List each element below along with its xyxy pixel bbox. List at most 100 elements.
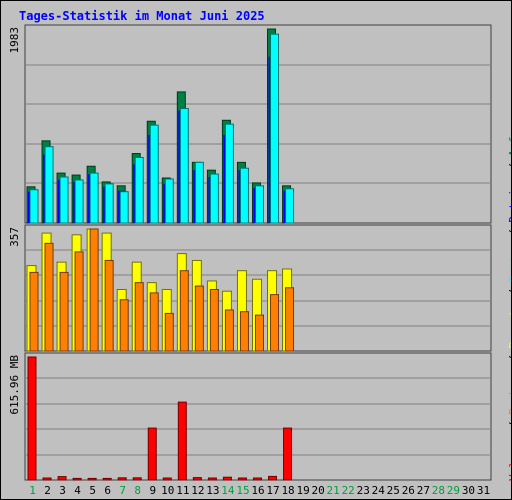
bar-volumen bbox=[283, 427, 293, 481]
bar-rechner bbox=[224, 309, 234, 352]
bar-volumen bbox=[132, 477, 142, 481]
x-tick-label: 17 bbox=[266, 484, 279, 497]
x-tick-label: 26 bbox=[402, 484, 415, 497]
bar-rechner bbox=[59, 271, 69, 352]
bar-volumen bbox=[147, 427, 157, 481]
bar-volumen bbox=[117, 477, 127, 481]
bar-rechner bbox=[149, 292, 159, 352]
x-tick-label: 7 bbox=[119, 484, 126, 497]
x-tick-label: 28 bbox=[432, 484, 445, 497]
legend-item: / bbox=[507, 415, 511, 435]
legend-text: Volumen / Rechner / Besuche / Seiten / D… bbox=[507, 103, 512, 481]
legend-item: / bbox=[507, 156, 511, 176]
x-tick-label: 20 bbox=[312, 484, 325, 497]
legend-item: Seiten bbox=[507, 242, 512, 283]
x-tick-label: 29 bbox=[447, 484, 460, 497]
x-tick-label: 21 bbox=[327, 484, 340, 497]
bar-rechner bbox=[164, 312, 174, 352]
bar-seiten bbox=[44, 146, 54, 224]
x-tick-label: 25 bbox=[387, 484, 400, 497]
bar-rechner bbox=[44, 242, 54, 352]
x-tick-label: 8 bbox=[134, 484, 141, 497]
bar-rechner bbox=[239, 311, 249, 352]
legend-item: / bbox=[507, 282, 511, 302]
bar-volumen bbox=[192, 477, 202, 481]
x-tick-label: 3 bbox=[59, 484, 66, 497]
legend: Volumen / Rechner / Besuche / Seiten / D… bbox=[491, 103, 511, 481]
bar-rechner bbox=[285, 287, 295, 352]
bar-volumen bbox=[27, 356, 37, 481]
bar-seiten bbox=[59, 176, 69, 224]
x-tick-label: 14 bbox=[221, 484, 235, 497]
x-tick-label: 18 bbox=[281, 484, 294, 497]
bar-seiten bbox=[254, 185, 264, 224]
bar-seiten bbox=[285, 188, 295, 224]
bar-rechner bbox=[104, 259, 114, 352]
x-tick-label: 16 bbox=[251, 484, 264, 497]
bar-rechner bbox=[89, 228, 99, 352]
bar-volumen bbox=[252, 477, 262, 481]
bar-volumen bbox=[237, 477, 247, 481]
x-tick-label: 9 bbox=[149, 484, 156, 497]
bar-seiten bbox=[104, 183, 114, 224]
bar-volumen bbox=[162, 477, 172, 481]
x-tick-label: 19 bbox=[296, 484, 309, 497]
x-tick-label: 4 bbox=[74, 484, 81, 497]
panel-3-background bbox=[24, 352, 492, 481]
bar-seiten bbox=[134, 156, 144, 224]
bar-rechner bbox=[209, 288, 219, 352]
x-tick-label: 24 bbox=[372, 484, 386, 497]
bar-seiten bbox=[29, 189, 39, 224]
bar-seiten bbox=[209, 173, 219, 224]
legend-item: Rechner bbox=[507, 368, 512, 415]
bar-seiten bbox=[149, 124, 159, 224]
bar-volumen bbox=[177, 401, 187, 481]
panel-2-max-label: 357 bbox=[8, 227, 21, 247]
bar-volumen bbox=[268, 475, 278, 481]
legend-item: Dateien bbox=[507, 176, 512, 223]
legend-item: / bbox=[507, 223, 511, 243]
x-tick-label: 1 bbox=[29, 484, 36, 497]
legend-item: Anfragen bbox=[507, 103, 512, 157]
x-tick-label: 30 bbox=[462, 484, 475, 497]
bar-rechner bbox=[179, 270, 189, 352]
bar-volumen bbox=[207, 477, 217, 481]
bar-rechner bbox=[134, 282, 144, 352]
x-tick-label: 23 bbox=[357, 484, 370, 497]
bar-rechner bbox=[254, 314, 264, 352]
x-tick-label: 2 bbox=[44, 484, 51, 497]
bar-seiten bbox=[239, 167, 249, 224]
x-tick-label: 11 bbox=[176, 484, 189, 497]
x-tick-label: 27 bbox=[417, 484, 430, 497]
x-tick-label: 5 bbox=[89, 484, 96, 497]
bar-seiten bbox=[194, 161, 204, 224]
bar-seiten bbox=[270, 33, 280, 224]
bar-seiten bbox=[119, 191, 129, 224]
panel-3-max-label: 615.96 MB bbox=[8, 355, 21, 415]
bar-rechner bbox=[119, 299, 129, 352]
legend-item: Besuche bbox=[507, 302, 512, 349]
chart-title: Tages-Statistik im Monat Juni 2025 bbox=[19, 9, 265, 23]
bar-volumen bbox=[222, 476, 232, 481]
bar-seiten bbox=[89, 172, 99, 224]
bar-seiten bbox=[224, 123, 234, 224]
panel-1-max-label: 1983 bbox=[8, 27, 21, 54]
bar-volumen bbox=[42, 477, 52, 481]
x-tick-label: 6 bbox=[104, 484, 111, 497]
x-tick-label: 31 bbox=[477, 484, 490, 497]
bar-rechner bbox=[29, 271, 39, 352]
bar-rechner bbox=[270, 294, 280, 352]
bar-rechner bbox=[74, 251, 84, 352]
x-tick-label: 15 bbox=[236, 484, 249, 497]
bar-volumen bbox=[87, 477, 97, 481]
x-tick-label: 10 bbox=[161, 484, 174, 497]
bar-volumen bbox=[72, 477, 82, 481]
x-tick-label: 22 bbox=[342, 484, 355, 497]
legend-item: Volumen bbox=[507, 434, 512, 481]
bar-volumen bbox=[57, 476, 67, 481]
bar-seiten bbox=[164, 178, 174, 224]
x-tick-label: 13 bbox=[206, 484, 219, 497]
bar-seiten bbox=[74, 179, 84, 224]
